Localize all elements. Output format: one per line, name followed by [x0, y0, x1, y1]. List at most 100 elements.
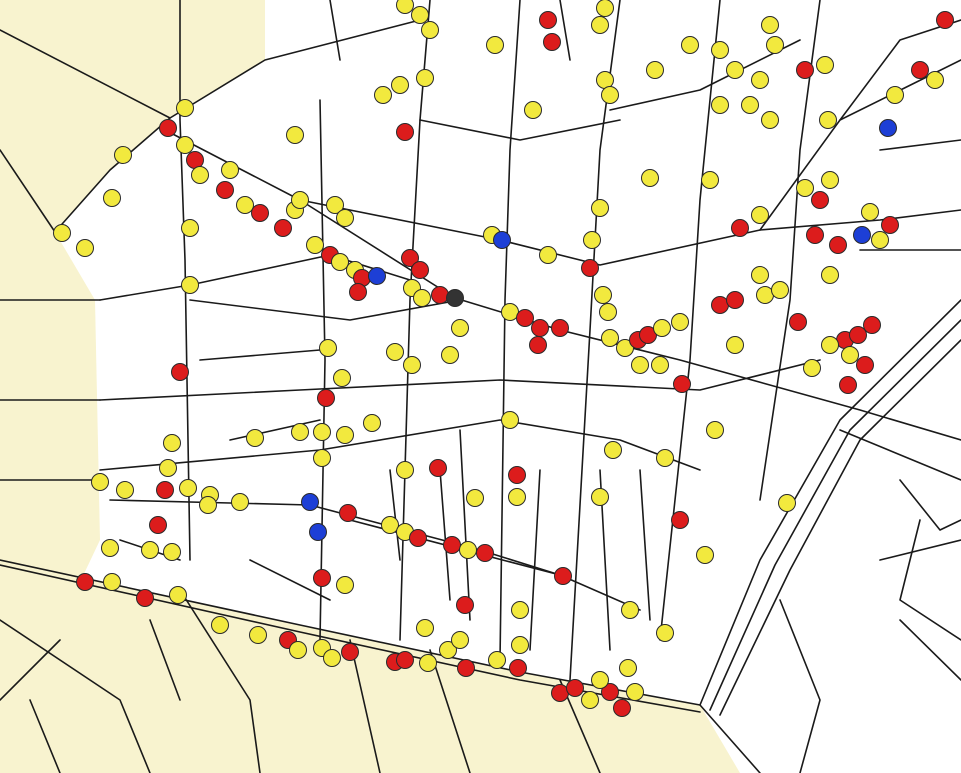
map-marker	[681, 36, 699, 54]
map-marker	[159, 459, 177, 477]
map-marker	[673, 375, 691, 393]
map-marker	[381, 516, 399, 534]
map-marker	[91, 473, 109, 491]
street	[439, 469, 451, 601]
street	[779, 599, 821, 773]
map-marker	[696, 546, 714, 564]
map-marker	[766, 36, 784, 54]
street	[699, 299, 961, 706]
map-marker	[861, 203, 879, 221]
map-marker	[411, 261, 429, 279]
map-marker	[443, 536, 461, 554]
map-marker	[761, 16, 779, 34]
map-marker	[421, 21, 439, 39]
map-marker	[551, 684, 569, 702]
map-marker	[751, 266, 769, 284]
map-marker	[451, 631, 469, 649]
map-marker	[169, 586, 187, 604]
map-marker	[806, 226, 824, 244]
map-marker	[493, 231, 511, 249]
map-marker	[231, 493, 249, 511]
map-marker	[286, 126, 304, 144]
map-marker	[221, 161, 239, 179]
map-marker	[336, 426, 354, 444]
map-marker	[583, 231, 601, 249]
map-marker	[431, 286, 449, 304]
street	[229, 419, 321, 441]
map-marker	[413, 289, 431, 307]
map-marker	[176, 136, 194, 154]
map-marker	[751, 206, 769, 224]
map-marker	[333, 369, 351, 387]
map-marker	[819, 111, 837, 129]
map-marker	[596, 71, 614, 89]
street	[0, 149, 56, 233]
map-marker	[396, 123, 414, 141]
map-marker	[171, 363, 189, 381]
map-marker	[839, 376, 857, 394]
street	[29, 699, 61, 773]
map-marker	[626, 683, 644, 701]
map-marker	[429, 459, 447, 477]
map-marker	[363, 414, 381, 432]
map-marker	[159, 119, 177, 137]
map-marker	[524, 101, 542, 119]
map-marker	[796, 61, 814, 79]
map-marker	[853, 226, 871, 244]
map-marker	[411, 6, 429, 24]
street	[529, 469, 541, 651]
map-marker	[101, 539, 119, 557]
map-marker	[419, 654, 437, 672]
map-marker	[656, 449, 674, 467]
map-marker	[886, 86, 904, 104]
street	[499, 0, 521, 661]
map-marker	[156, 481, 174, 499]
map-marker	[856, 356, 874, 374]
map-marker	[671, 313, 689, 331]
map-marker	[671, 511, 689, 529]
map-marker	[486, 36, 504, 54]
map-marker	[326, 196, 344, 214]
street	[0, 619, 151, 773]
map-marker	[656, 624, 674, 642]
map-marker	[879, 119, 897, 137]
map-marker	[594, 286, 612, 304]
map-marker	[871, 231, 889, 249]
map-marker	[341, 643, 359, 661]
map-marker	[619, 659, 637, 677]
map-marker	[581, 259, 599, 277]
map-marker	[726, 336, 744, 354]
map-marker	[181, 276, 199, 294]
map-marker	[616, 339, 634, 357]
map-marker	[531, 319, 549, 337]
map-marker	[829, 236, 847, 254]
map-marker	[516, 309, 534, 327]
map-marker	[409, 529, 427, 547]
map-marker	[551, 319, 569, 337]
street	[349, 639, 381, 773]
map-marker	[621, 601, 639, 619]
map-marker	[116, 481, 134, 499]
map-marker	[306, 236, 324, 254]
map-marker	[599, 303, 617, 321]
map-marker	[741, 96, 759, 114]
map-marker	[863, 316, 881, 334]
map-marker	[756, 286, 774, 304]
map-marker	[816, 56, 834, 74]
map-marker	[509, 659, 527, 677]
map-marker	[456, 596, 474, 614]
beige-area	[0, 560, 740, 773]
map-marker	[136, 589, 154, 607]
map-marker	[459, 541, 477, 559]
street	[149, 619, 181, 701]
map-marker	[291, 191, 309, 209]
map-marker	[176, 99, 194, 117]
street	[99, 254, 411, 301]
map-marker	[236, 196, 254, 214]
map-marker	[701, 171, 719, 189]
map-marker	[317, 389, 335, 407]
street	[899, 619, 961, 681]
street	[659, 0, 721, 641]
